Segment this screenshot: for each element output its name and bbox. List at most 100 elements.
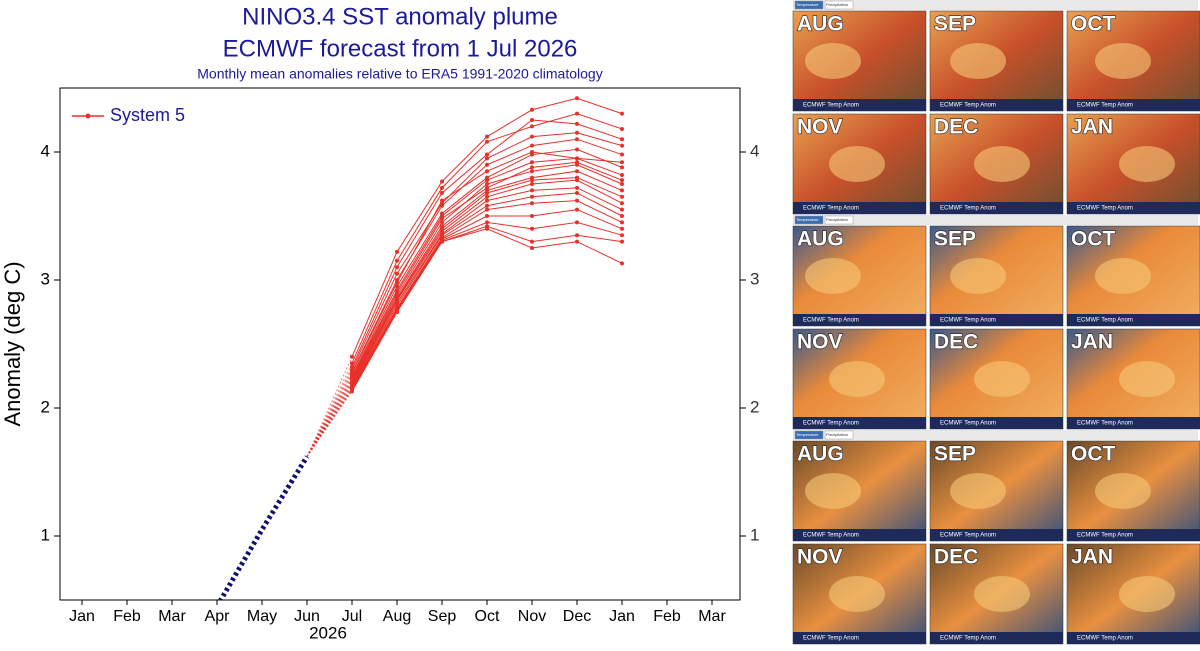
map-feature xyxy=(974,576,1030,612)
member-point xyxy=(575,207,579,212)
member-point xyxy=(575,96,579,101)
tab-bar xyxy=(793,430,1198,440)
member-point xyxy=(485,226,489,231)
member-point xyxy=(485,198,489,203)
member-point xyxy=(395,271,399,276)
map-caption: ECMWF Temp Anom xyxy=(1077,533,1133,539)
legend-marker xyxy=(85,113,91,119)
map-caption: ECMWF Temp Anom xyxy=(940,206,996,212)
y-tick-label-right: 1 xyxy=(750,525,759,544)
x-tick-label: Jan xyxy=(609,608,635,625)
y-tick-label-right: 3 xyxy=(750,269,759,288)
member-point xyxy=(530,226,534,231)
member-point xyxy=(575,220,579,225)
month-label: AUG xyxy=(797,13,844,36)
member-point xyxy=(395,280,399,285)
transition-line xyxy=(306,371,353,457)
member-point xyxy=(575,147,579,152)
month-label: SEP xyxy=(934,443,976,466)
member-line xyxy=(351,132,623,370)
transition-line xyxy=(306,362,353,457)
month-label: OCT xyxy=(1071,228,1116,251)
member-point xyxy=(620,126,624,131)
member-point xyxy=(620,152,624,157)
member-point xyxy=(485,214,489,218)
y-tick-label: 3 xyxy=(41,269,50,288)
x-tick-label: Aug xyxy=(383,608,411,625)
member-point xyxy=(620,137,624,142)
member-point xyxy=(575,130,579,135)
map-caption: ECMWF Temp Anom xyxy=(1077,318,1133,324)
member-point xyxy=(620,233,624,238)
month-label: OCT xyxy=(1071,443,1116,466)
member-point xyxy=(485,182,489,186)
map-feature xyxy=(805,258,861,294)
map-caption: ECMWF Temp Anom xyxy=(1077,103,1133,109)
tab-label: Temperature xyxy=(796,432,819,437)
legend-label: System 5 xyxy=(110,105,185,125)
month-label: DEC xyxy=(934,546,978,569)
x-tick-label: Mar xyxy=(698,608,726,625)
chart-title: NINO3.4 SST anomaly plume xyxy=(242,3,558,30)
member-point xyxy=(350,389,354,394)
map-feature xyxy=(805,43,861,79)
x-tick-label: Dec xyxy=(563,608,591,625)
map-caption: ECMWF Temp Anom xyxy=(803,206,859,212)
member-point xyxy=(350,354,354,359)
month-label: SEP xyxy=(934,228,976,251)
tab-label: Precipitation xyxy=(826,2,848,7)
member-point xyxy=(575,185,579,190)
x-tick-label: Feb xyxy=(113,608,141,625)
y-tick-label: 2 xyxy=(41,397,50,416)
member-point xyxy=(485,178,489,183)
map-caption-bar xyxy=(930,529,1063,541)
x-tick-label: Oct xyxy=(475,608,500,625)
map-caption-bar xyxy=(793,99,926,111)
tab xyxy=(824,0,854,10)
map-caption: ECMWF Temp Anom xyxy=(803,318,859,324)
transition-line xyxy=(306,366,353,457)
member-point xyxy=(395,249,399,254)
map-caption: ECMWF Temp Anom xyxy=(940,421,996,427)
member-point xyxy=(575,178,579,183)
x-tick-label: May xyxy=(247,608,277,625)
member-point xyxy=(440,220,444,225)
member-point xyxy=(440,216,444,221)
member-point xyxy=(620,194,624,199)
month-label: AUG xyxy=(797,228,844,251)
member-point xyxy=(530,165,534,170)
member-point xyxy=(530,160,534,165)
map-caption-bar xyxy=(1067,632,1200,644)
transition-line xyxy=(306,382,353,457)
map-caption-bar xyxy=(793,632,926,644)
map-feature xyxy=(1119,146,1175,182)
member-point xyxy=(485,220,489,225)
map-feature xyxy=(950,473,1006,509)
member-point xyxy=(485,207,489,212)
member-point xyxy=(575,111,579,116)
tab-label: Precipitation xyxy=(826,217,848,222)
member-point xyxy=(620,143,624,148)
map-caption-bar xyxy=(930,202,1063,214)
month-label: JAN xyxy=(1071,546,1113,569)
member-point xyxy=(620,182,624,186)
map-feature xyxy=(1095,43,1151,79)
member-point xyxy=(620,226,624,231)
member-line xyxy=(351,138,623,373)
tab-bar xyxy=(793,215,1198,225)
member-point xyxy=(620,207,624,212)
month-label: NOV xyxy=(797,116,843,139)
map-feature xyxy=(829,576,885,612)
x-tick-label: Mar xyxy=(158,608,186,625)
member-point xyxy=(485,152,489,157)
member-point xyxy=(620,220,624,225)
map-caption-bar xyxy=(930,632,1063,644)
member-line xyxy=(351,228,623,392)
map-feature xyxy=(1119,361,1175,397)
member-point xyxy=(530,134,534,139)
y-tick-label: 1 xyxy=(41,525,50,544)
map-feature xyxy=(974,146,1030,182)
map-caption: ECMWF Temp Anom xyxy=(803,533,859,539)
month-label: DEC xyxy=(934,331,978,354)
